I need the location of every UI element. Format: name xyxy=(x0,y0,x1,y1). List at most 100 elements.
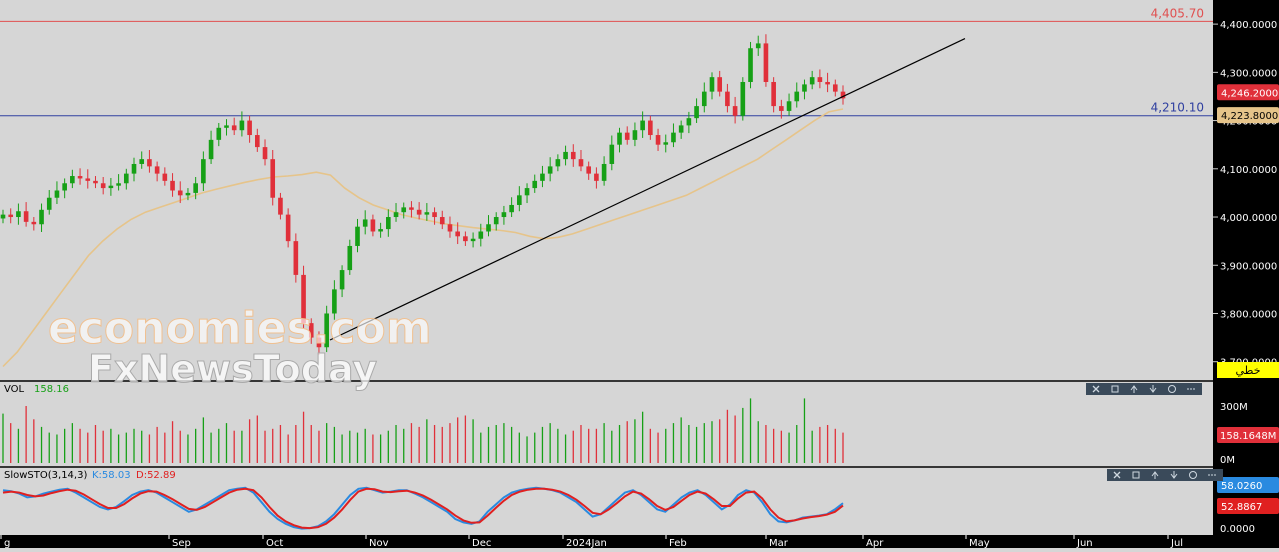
candle-body xyxy=(586,166,591,174)
candle-body xyxy=(455,231,460,237)
candle-body xyxy=(779,106,784,111)
price-tick-label: 4,400.0000 xyxy=(1220,20,1277,31)
candle-body xyxy=(717,77,723,92)
candle-body xyxy=(278,197,283,215)
candle-body xyxy=(239,120,245,131)
candle-body xyxy=(825,81,830,85)
candle-body xyxy=(840,91,846,99)
time-tick-label: Dec xyxy=(472,538,491,548)
candle-body xyxy=(547,166,553,174)
candle-body xyxy=(154,166,160,174)
candle-body xyxy=(270,159,276,198)
volume-title: VOL xyxy=(4,384,25,395)
candle-body xyxy=(170,180,175,191)
price-tick-label: 3,900.0000 xyxy=(1220,261,1277,272)
candle-body xyxy=(93,180,98,184)
candle-body xyxy=(439,217,445,225)
stochastic-d-badge-label: 52.8867 xyxy=(1221,502,1262,513)
candle-body xyxy=(39,209,44,225)
horizontal-level-label: 4,405.70 xyxy=(1151,6,1204,20)
candle-body xyxy=(794,91,800,102)
maximize-icon[interactable] xyxy=(1132,471,1140,479)
candle-body xyxy=(524,188,530,196)
candle-body xyxy=(355,226,360,246)
candle-body xyxy=(301,274,306,324)
price-badge xyxy=(1217,84,1279,101)
candle-body xyxy=(100,183,106,189)
candle-body xyxy=(725,91,730,107)
move-up-icon[interactable] xyxy=(1151,471,1159,479)
settings-icon[interactable] xyxy=(1189,471,1197,479)
candle-body xyxy=(486,224,491,232)
price-badge xyxy=(1217,107,1279,124)
chart-type-badge xyxy=(1217,362,1279,378)
close-icon[interactable] xyxy=(1113,471,1121,479)
stochastic-k-label: K:58.03 xyxy=(92,470,131,481)
candle-body xyxy=(339,270,345,290)
candle-body xyxy=(802,84,807,92)
candle-body xyxy=(663,142,669,145)
candle-body xyxy=(409,207,414,210)
candle-body xyxy=(85,178,91,181)
time-tick-label: Jul xyxy=(1170,538,1183,548)
candle-body xyxy=(509,204,514,213)
time-tick-label: Feb xyxy=(669,538,687,548)
candle-body xyxy=(147,159,152,167)
time-tick-label: May xyxy=(969,538,990,548)
candle-body xyxy=(632,130,638,140)
move-down-icon[interactable] xyxy=(1149,385,1157,393)
price-tick-label: 3,800.0000 xyxy=(1220,309,1277,320)
volume-panel-toolbar xyxy=(1086,383,1202,395)
move-up-icon[interactable] xyxy=(1130,385,1138,393)
price-tick-label: 4,000.0000 xyxy=(1220,213,1277,224)
price-badge-label: 4,223.8000 xyxy=(1221,111,1278,122)
time-tick-label: Apr xyxy=(866,538,884,548)
price-tick-label: 4,300.0000 xyxy=(1220,68,1277,79)
candle-body xyxy=(255,135,260,148)
candle-body xyxy=(624,132,630,140)
candle-body xyxy=(424,212,430,215)
candle-body xyxy=(393,212,399,218)
candle-body xyxy=(609,144,615,164)
candle-body xyxy=(671,132,676,143)
candle-body xyxy=(193,183,198,193)
candle-body xyxy=(817,77,823,82)
volume-axis-label: 0M xyxy=(1220,455,1235,466)
candle-body xyxy=(316,337,322,348)
settings-icon[interactable] xyxy=(1168,385,1176,393)
stochastic-title: SlowSTO(3,14,3) xyxy=(4,470,87,481)
candle-body xyxy=(470,238,476,242)
candle-body xyxy=(324,313,329,348)
time-tick-label: Oct xyxy=(266,538,283,548)
volume-panel-toolbar-bg xyxy=(1086,383,1202,395)
volume-axis-label: 300M xyxy=(1220,402,1248,413)
candle-body xyxy=(832,84,838,92)
candle-body xyxy=(771,81,776,107)
candle-body xyxy=(8,214,14,218)
stochastic-d-label: D:52.89 xyxy=(136,470,176,481)
trendline xyxy=(329,38,966,341)
candle-body xyxy=(809,77,815,85)
candle-body xyxy=(709,77,715,92)
candle-body xyxy=(594,173,599,181)
candle-body xyxy=(16,211,21,218)
candle-body xyxy=(501,212,507,218)
move-down-icon[interactable] xyxy=(1170,471,1178,479)
volume-value: 158.16 xyxy=(34,384,69,395)
candle-body xyxy=(386,217,391,230)
candle-body xyxy=(162,173,168,181)
candle-body xyxy=(678,125,684,133)
candle-body xyxy=(617,132,622,145)
close-icon[interactable] xyxy=(1092,385,1100,393)
maximize-icon[interactable] xyxy=(1111,385,1119,393)
time-tick-label: Mar xyxy=(769,538,789,548)
candle-body xyxy=(285,214,291,242)
volume-badge-label: 158.1648M xyxy=(1220,431,1276,442)
candle-body xyxy=(640,120,645,131)
volume-bars xyxy=(2,398,844,463)
time-tick-label: Nov xyxy=(369,538,389,548)
stochastic-k-badge-label: 58.0260 xyxy=(1221,481,1262,492)
